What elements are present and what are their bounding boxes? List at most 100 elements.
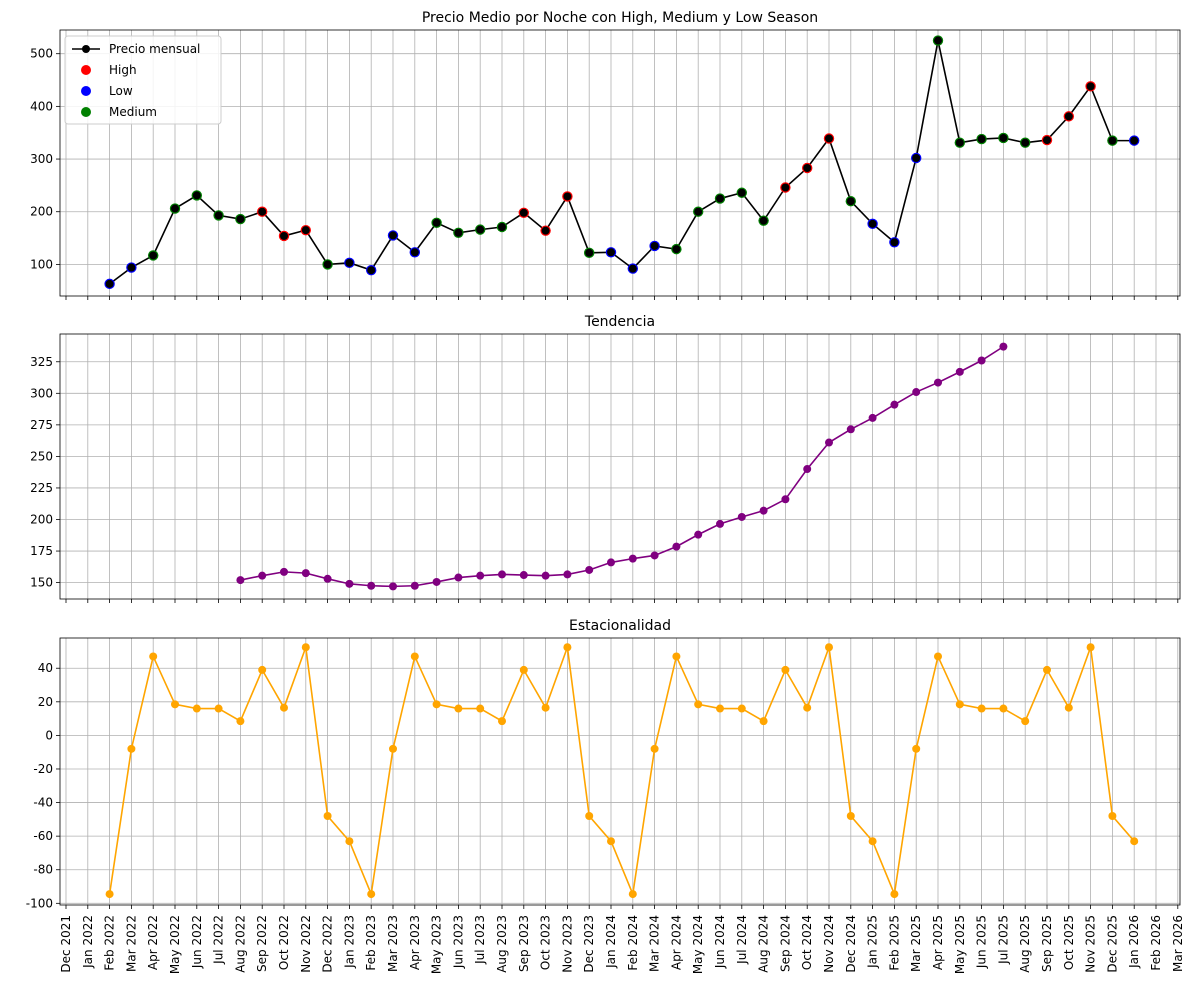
- x-tick-label: Jan 2022: [81, 915, 95, 969]
- data-point: [825, 643, 833, 652]
- panel-title: Tendencia: [584, 314, 655, 330]
- x-tick-label: Jan 2024: [604, 915, 618, 969]
- data-point: [432, 218, 441, 227]
- data-point: [977, 135, 986, 144]
- y-tick-label: 250: [30, 449, 53, 463]
- panel-1: 100 200 300 400 500 Precio Medio por Noche co…: [30, 10, 1181, 300]
- data-point: [737, 512, 746, 521]
- y-tick-label: 40: [38, 661, 53, 675]
- x-tick-label: Oct 2023: [539, 915, 553, 970]
- data-point: [890, 890, 899, 899]
- data-point: [628, 554, 637, 563]
- legend-entry: Precio mensual: [109, 42, 200, 56]
- data-point: [149, 251, 158, 260]
- y-tick-label: 400: [30, 99, 53, 113]
- gridlines: [60, 334, 1180, 599]
- x-tick-label: Jun 2025: [975, 915, 989, 969]
- x-tick-label: Apr 2025: [931, 915, 945, 970]
- legend-entry: High: [109, 63, 137, 77]
- y-tick-label: -20: [33, 762, 53, 776]
- data-point: [367, 890, 376, 899]
- data-point: [171, 204, 179, 213]
- x-tick-label: Nov 2024: [822, 915, 836, 973]
- data-point: [1108, 136, 1117, 145]
- x-tick-label: Dec 2023: [582, 915, 596, 973]
- data-point: [389, 582, 397, 591]
- data-point: [410, 581, 419, 590]
- legend-box: [64, 35, 222, 125]
- data-point: [127, 263, 136, 272]
- x-tick-label: May 2024: [691, 915, 705, 974]
- y-tick-label: 325: [30, 355, 53, 369]
- data-point: [716, 519, 724, 528]
- data-point: [716, 704, 724, 713]
- x-tick-label: Nov 2022: [299, 915, 313, 973]
- data-point: [280, 703, 288, 712]
- x-tick-label: Sep 2022: [255, 915, 269, 972]
- x-tick-label: Mar 2023: [386, 915, 400, 972]
- data-point: [541, 703, 550, 712]
- data-point: [236, 576, 245, 585]
- data-point: [563, 192, 572, 201]
- data-point: [650, 241, 659, 250]
- x-tick-label: Feb 2023: [364, 915, 378, 971]
- data-point: [890, 238, 899, 247]
- gridlines: [60, 30, 1180, 296]
- data-point: [868, 837, 877, 846]
- y-tick-label: 150: [30, 576, 53, 590]
- x-tick-label: Feb 2022: [103, 915, 117, 971]
- data-point: [367, 266, 376, 275]
- data-point: [999, 133, 1008, 142]
- x-tick-label: Feb 2024: [626, 915, 640, 971]
- x-tick-label: Jun 2022: [190, 915, 204, 969]
- data-point: [846, 812, 855, 820]
- data-point: [803, 703, 812, 712]
- x-tick-label: Aug 2022: [233, 915, 247, 973]
- data-point: [105, 279, 114, 288]
- data-point: [519, 208, 528, 217]
- data-point: [323, 574, 332, 583]
- data-point: [345, 837, 354, 846]
- data-point: [650, 551, 659, 560]
- data-point: [498, 717, 506, 726]
- data-point: [563, 570, 572, 579]
- data-point: [454, 704, 463, 713]
- panel-3: -100 -80 -60 -40 -20 0 20 40 Estacionalidad Dec 2…: [26, 618, 1185, 974]
- data-point: [1108, 812, 1117, 820]
- legend-entry: Medium: [109, 105, 157, 119]
- x-tick-label: Jun 2024: [713, 915, 727, 969]
- data-point: [672, 542, 681, 551]
- data-point: [410, 652, 419, 661]
- data-point: [323, 812, 332, 820]
- data-point: [476, 225, 485, 234]
- y-tick-label: 225: [30, 481, 53, 495]
- data-point: [192, 191, 201, 200]
- data-point: [127, 744, 136, 753]
- data-point: [192, 704, 201, 713]
- data-point: [781, 183, 790, 192]
- data-point: [934, 652, 942, 661]
- data-point: [759, 717, 768, 726]
- data-point: [694, 207, 703, 216]
- y-tick-label: 300: [30, 152, 53, 166]
- data-point: [171, 700, 179, 709]
- panel-title: Estacionalidad: [569, 618, 671, 634]
- data-point: [498, 222, 506, 231]
- panel-title: Precio Medio por Noche con High, Medium …: [422, 10, 818, 26]
- data-point: [846, 197, 855, 206]
- y-tick-label: 175: [30, 544, 53, 558]
- data-point: [214, 211, 223, 220]
- data-point: [367, 581, 376, 590]
- data-point: [280, 567, 288, 576]
- data-point: [476, 704, 485, 713]
- y-tick-label: 275: [30, 418, 53, 432]
- data-point: [214, 704, 223, 713]
- data-point: [672, 245, 681, 254]
- data-point: [258, 665, 267, 674]
- legend-point-marker: [82, 45, 90, 53]
- data-point: [912, 388, 921, 397]
- data-point: [1043, 665, 1051, 674]
- data-point: [912, 744, 921, 753]
- legend-point-marker: [81, 65, 91, 75]
- data-point: [345, 579, 354, 588]
